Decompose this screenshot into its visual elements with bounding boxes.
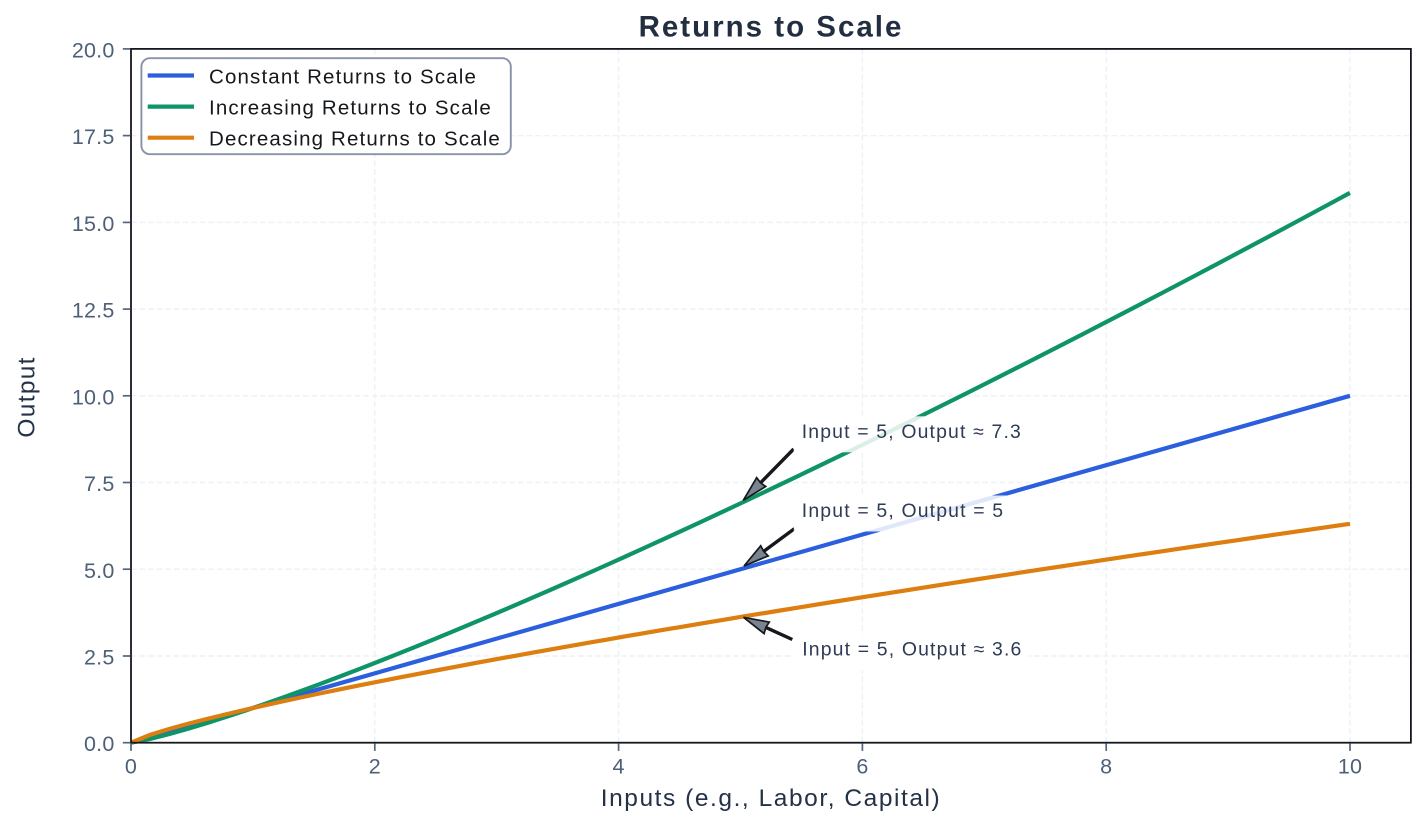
svg-text:Increasing Returns to Scale: Increasing Returns to Scale [209,96,492,119]
svg-text:Constant Returns to Scale: Constant Returns to Scale [209,65,477,88]
svg-text:5.0: 5.0 [84,559,115,583]
svg-text:4: 4 [613,755,625,779]
svg-text:Output: Output [14,356,41,437]
svg-text:Inputs (e.g., Labor, Capital): Inputs (e.g., Labor, Capital) [601,785,941,812]
svg-text:12.5: 12.5 [72,299,115,323]
svg-text:17.5: 17.5 [72,125,115,149]
svg-text:Decreasing Returns to Scale: Decreasing Returns to Scale [209,128,501,151]
svg-text:6: 6 [856,755,868,779]
svg-text:Returns to Scale: Returns to Scale [639,11,904,44]
svg-text:8: 8 [1100,755,1112,779]
svg-text:10: 10 [1338,755,1362,779]
svg-text:10.0: 10.0 [72,385,115,409]
svg-text:Input = 5, Output ≈ 3.6: Input = 5, Output ≈ 3.6 [802,639,1022,661]
svg-text:Input = 5, Output ≈ 7.3: Input = 5, Output ≈ 7.3 [802,421,1022,443]
svg-text:7.5: 7.5 [84,472,115,496]
svg-text:15.0: 15.0 [72,212,115,236]
svg-text:2: 2 [369,755,381,779]
svg-text:0: 0 [125,755,137,779]
svg-text:0.0: 0.0 [84,732,115,756]
svg-text:20.0: 20.0 [72,38,115,62]
svg-text:Input = 5, Output = 5: Input = 5, Output = 5 [802,500,1004,522]
svg-text:2.5: 2.5 [84,646,115,670]
